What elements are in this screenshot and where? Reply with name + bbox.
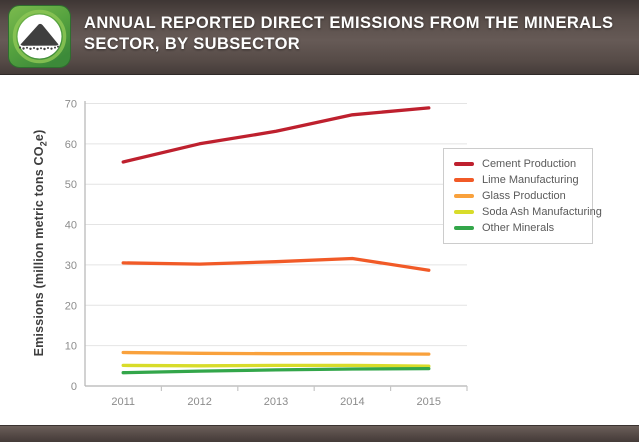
legend-item-other-minerals[interactable]: Other Minerals	[454, 220, 592, 236]
legend-swatch-glass-production	[454, 194, 474, 198]
legend-item-cement-production[interactable]: Cement Production	[454, 156, 592, 172]
y-axis-title-text: Emissions (million metric tons CO	[31, 146, 46, 357]
page-title-line1: ANNUAL REPORTED DIRECT EMISSIONS FROM TH…	[84, 14, 614, 32]
legend-label: Glass Production	[482, 190, 566, 202]
legend-swatch-lime-manufacturing	[454, 178, 474, 182]
y-tick-label-20: 20	[65, 300, 77, 312]
y-tick-label-50: 50	[65, 179, 77, 191]
legend-label: Cement Production	[482, 158, 577, 170]
x-tick-label-2012: 2012	[187, 396, 211, 408]
legend-swatch-cement-production	[454, 162, 474, 166]
legend-label: Lime Manufacturing	[482, 174, 579, 186]
x-tick-label-2015: 2015	[417, 396, 441, 408]
page-title: ANNUAL REPORTED DIRECT EMISSIONS FROM TH…	[84, 13, 613, 54]
y-tick-label-30: 30	[65, 260, 77, 272]
y-axis-title-subscript: 2	[38, 141, 49, 147]
footer-bar	[0, 425, 639, 442]
legend-swatch-other-minerals	[454, 226, 474, 230]
series-line-soda-ash-manufacturing	[121, 363, 431, 368]
y-tick-label-60: 60	[65, 139, 77, 151]
y-tick-label-10: 10	[65, 341, 77, 353]
legend-item-glass-production[interactable]: Glass Production	[454, 188, 592, 204]
chart-panel: 0 10 20 30 40 50 60 70 2011 2012 2013 2014 2015 Emis…	[0, 75, 639, 425]
legend-label: Soda Ash Manufacturing	[482, 206, 602, 218]
y-tick-label-70: 70	[65, 98, 77, 110]
minerals-pile-icon-svg	[8, 5, 71, 68]
legend-item-lime-manufacturing[interactable]: Lime Manufacturing	[454, 172, 592, 188]
series-line-other-minerals	[121, 366, 431, 375]
x-tick-label-2013: 2013	[264, 396, 288, 408]
legend-label: Other Minerals	[482, 222, 555, 234]
y-axis-title-suffix: e)	[31, 129, 46, 142]
y-tick-label-0: 0	[71, 381, 77, 393]
series-line-cement-production	[121, 106, 431, 164]
legend-swatch-soda-ash-manufacturing	[454, 210, 474, 214]
minerals-pile-icon	[8, 5, 71, 68]
legend-item-soda-ash-manufacturing[interactable]: Soda Ash Manufacturing	[454, 204, 602, 220]
x-tick-label-2014: 2014	[340, 396, 364, 408]
page-title-line2: SECTOR, BY SUBSECTOR	[84, 34, 301, 53]
series-line-lime-manufacturing	[121, 256, 431, 272]
series-line-glass-production	[121, 350, 431, 356]
y-tick-label-40: 40	[65, 220, 77, 232]
emissions-line-chart: 0 10 20 30 40 50 60 70 2011 2012 2013 2014 2015	[65, 98, 468, 408]
chart-legend: Cement Production Lime Manufacturing Glass…	[443, 148, 602, 244]
y-axis-title: Emissions (million metric tons CO2e)	[32, 130, 49, 357]
x-tick-label-2011: 2011	[111, 396, 135, 408]
header-bar: ANNUAL REPORTED DIRECT EMISSIONS FROM TH…	[0, 0, 639, 75]
